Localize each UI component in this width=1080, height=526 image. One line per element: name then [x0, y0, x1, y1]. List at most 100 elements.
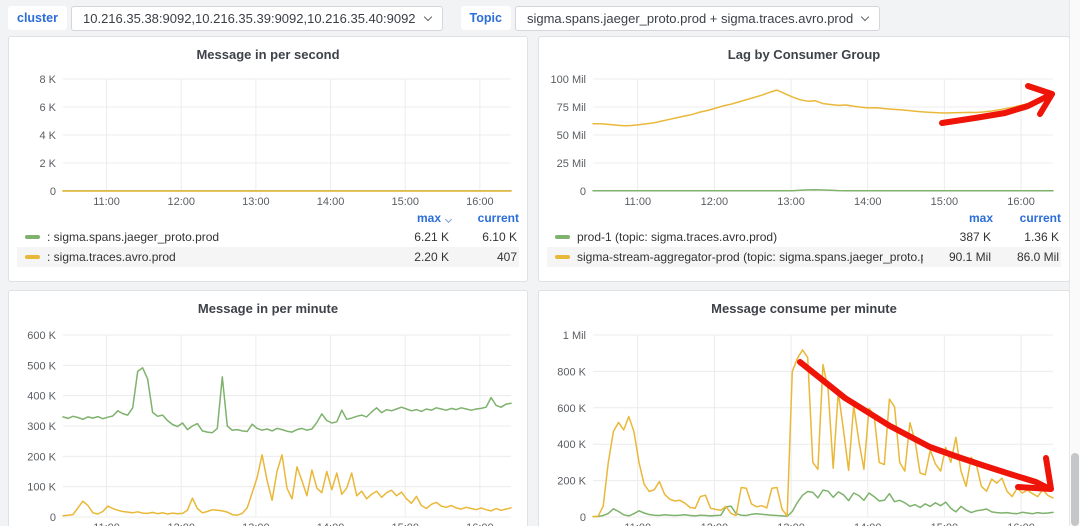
x-tick-label: 14:00	[854, 196, 882, 208]
series-color-swatch	[25, 255, 40, 259]
series-current-value: 86.0 Mil	[1016, 250, 1059, 264]
y-tick-label: 1 Mil	[563, 330, 586, 342]
cluster-dropdown[interactable]: 10.216.35.38:9092,10.216.35.39:9092,10.2…	[71, 5, 443, 31]
legend-row: sigma-stream-aggregator-prod (topic: sig…	[547, 247, 1061, 267]
series-max-value: 387 K	[959, 230, 991, 244]
legend-header: max current	[547, 209, 1061, 227]
series-line	[62, 454, 512, 517]
chevron-down-icon	[860, 12, 870, 21]
variable-label-topic: Topic	[460, 6, 511, 30]
series-current-value: 1.36 K	[1024, 230, 1059, 244]
legend-row: : sigma.traces.avro.prod 2.20 K 407	[17, 247, 519, 267]
chart-legend: max current : sigma.spans.jaeger_proto.pr…	[17, 209, 519, 267]
y-tick-label: 4 K	[39, 130, 56, 142]
x-tick-label: 12:00	[167, 196, 195, 208]
series-line	[62, 367, 512, 434]
y-tick-label: 100 Mil	[551, 74, 586, 86]
x-tick-label: 11:00	[624, 522, 651, 526]
series-line	[592, 188, 1054, 192]
variable-topic: Topic sigma.spans.jaeger_proto.prod + si…	[460, 5, 881, 31]
series-line	[592, 489, 1054, 518]
panel-title[interactable]: Message in per second	[196, 47, 340, 62]
x-tick-label: 13:00	[242, 522, 270, 526]
series-label[interactable]: : sigma.traces.avro.prod	[47, 250, 176, 264]
x-tick-label: 14:00	[317, 522, 345, 526]
legend-sort-current[interactable]: current	[1019, 211, 1061, 225]
legend-sort-current[interactable]: current	[477, 211, 519, 225]
x-tick-label: 11:00	[624, 196, 651, 208]
y-tick-label: 25 Mil	[557, 158, 586, 170]
y-tick-label: 600 K	[557, 403, 586, 415]
series-label[interactable]: prod-1 (topic: sigma.traces.avro.prod)	[577, 230, 778, 244]
variable-label-cluster: cluster	[8, 6, 67, 30]
chevron-down-icon	[423, 12, 432, 21]
y-tick-label: 400 K	[27, 391, 56, 403]
series-label[interactable]: sigma-stream-aggregator-prod (topic: sig…	[577, 250, 923, 264]
series-max-value: 90.1 Mil	[948, 250, 991, 264]
chart-canvas[interactable]: 0 25 Mil 50 Mil 75 Mil 100 Mil 11:00 12:00 13:0…	[547, 69, 1061, 209]
x-tick-label: 15:00	[931, 196, 959, 208]
series-current-value: 407	[496, 250, 517, 264]
series-color-swatch	[25, 235, 40, 239]
scrollbar-thumb[interactable]	[1071, 453, 1079, 526]
y-tick-label: 8 K	[39, 74, 56, 86]
y-tick-label: 600 K	[27, 330, 56, 342]
variable-cluster: cluster 10.216.35.38:9092,10.216.35.39:9…	[8, 5, 443, 31]
series-label[interactable]: : sigma.spans.jaeger_proto.prod	[47, 230, 220, 244]
dashboard-toolbar: cluster 10.216.35.38:9092,10.216.35.39:9…	[0, 0, 1080, 36]
y-tick-label: 0	[50, 512, 56, 524]
x-tick-label: 14:00	[317, 196, 345, 208]
y-tick-label: 300 K	[27, 421, 56, 433]
legend-header: max current	[17, 209, 519, 227]
x-tick-label: 13:00	[242, 196, 270, 208]
series-color-swatch	[555, 255, 570, 259]
dashboard-grid: Message in per second 0 2 K 4 K 6 K 8 K 11:00…	[0, 36, 1080, 526]
y-tick-label: 200 K	[557, 476, 586, 488]
panel-message-in-per-second: Message in per second 0 2 K 4 K 6 K 8 K 11:00…	[8, 36, 528, 282]
series-line	[592, 89, 1054, 127]
series-max-value: 6.21 K	[414, 230, 449, 244]
series-max-value: 2.20 K	[414, 250, 449, 264]
x-tick-label: 15:00	[931, 522, 959, 526]
y-tick-label: 200 K	[27, 451, 56, 463]
legend-sort-max[interactable]: max	[968, 211, 993, 225]
chart-legend: max current prod-1 (topic: sigma.traces.a…	[547, 209, 1061, 267]
y-tick-label: 0	[580, 186, 586, 198]
x-tick-label: 16:00	[466, 196, 494, 208]
x-tick-label: 15:00	[391, 522, 419, 526]
y-tick-label: 100 K	[27, 482, 56, 494]
x-tick-label: 16:00	[1007, 522, 1035, 526]
y-tick-label: 6 K	[39, 102, 56, 114]
legend-row: : sigma.spans.jaeger_proto.prod 6.21 K 6…	[17, 227, 519, 247]
panel-title[interactable]: Lag by Consumer Group	[727, 47, 881, 62]
series-color-swatch	[555, 235, 570, 239]
chart-canvas[interactable]: 0 100 K 200 K 300 K 400 K 500 K 600 K 11:00 12:0…	[17, 323, 519, 526]
x-tick-label: 12:00	[701, 522, 729, 526]
y-tick-label: 0	[580, 512, 586, 524]
topic-dropdown[interactable]: sigma.spans.jaeger_proto.prod + sigma.tr…	[514, 5, 881, 31]
x-tick-label: 11:00	[93, 196, 120, 208]
x-tick-label: 16:00	[1007, 196, 1035, 208]
x-tick-label: 11:00	[93, 522, 120, 526]
panel-message-consume-per-minute: Message consume per minute 0 200 K 400 K 60…	[538, 290, 1070, 526]
chart-canvas[interactable]: 0 2 K 4 K 6 K 8 K 11:00 12:00 13:00 14:00 15:00 16…	[17, 69, 519, 209]
x-tick-label: 16:00	[466, 522, 494, 526]
panel-message-in-per-minute: Message in per minute 0 100 K 200 K 300 K 40…	[8, 290, 528, 526]
panel-lag-by-consumer-group: Lag by Consumer Group 0 25 Mil 50 Mil 75 Mi…	[538, 36, 1070, 282]
x-tick-label: 13:00	[777, 522, 805, 526]
y-tick-label: 2 K	[39, 158, 56, 170]
y-tick-label: 800 K	[557, 366, 586, 378]
x-tick-label: 14:00	[854, 522, 882, 526]
chart-canvas[interactable]: 0 200 K 400 K 600 K 800 K 1 Mil 11:00 12:00 13:0…	[547, 323, 1061, 526]
legend-row: prod-1 (topic: sigma.traces.avro.prod) 3…	[547, 227, 1061, 247]
vertical-scrollbar[interactable]	[1069, 0, 1080, 526]
x-tick-label: 15:00	[391, 196, 419, 208]
series-current-value: 6.10 K	[482, 230, 517, 244]
y-tick-label: 50 Mil	[557, 130, 586, 142]
legend-sort-max[interactable]: max	[383, 211, 453, 225]
x-tick-label: 12:00	[167, 522, 195, 526]
panel-title[interactable]: Message consume per minute	[711, 301, 897, 316]
topic-dropdown-value: sigma.spans.jaeger_proto.prod + sigma.tr…	[526, 10, 854, 26]
panel-title[interactable]: Message in per minute	[197, 301, 339, 316]
series-line	[592, 349, 1054, 518]
